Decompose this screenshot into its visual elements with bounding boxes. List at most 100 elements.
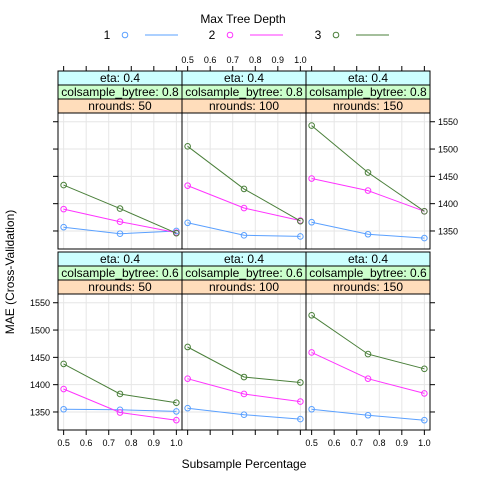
point-3-2: [364, 169, 372, 176]
strip-label: eta: 0.4: [224, 252, 264, 266]
point-1-1: [308, 405, 315, 413]
x-tick-label-bottom: 0.9: [396, 438, 409, 448]
y-tick-label-left: 1500: [30, 326, 50, 336]
point-1-3: [297, 233, 304, 240]
y-tick-label-left: 1350: [30, 407, 50, 417]
series-line-2: [63, 208, 177, 234]
x-tick-label-top: 0.6: [204, 55, 217, 65]
x-tick-label-bottom: 0.6: [80, 438, 93, 448]
x-tick-label-bottom: 1.0: [418, 438, 431, 448]
point-3-3: [297, 379, 304, 386]
legend-marker-3: [332, 31, 340, 39]
strip-label: colsample_bytree: 0.8: [185, 85, 303, 99]
series-line-2: [63, 388, 177, 421]
x-tick-label-top: 0.7: [226, 55, 239, 65]
point-3-2: [364, 350, 372, 358]
point-3-3: [173, 229, 180, 237]
strip-label: nrounds: 150: [333, 280, 403, 294]
x-tick-label-bottom: 0.6: [328, 438, 341, 448]
point-3-2: [116, 205, 124, 212]
point-2-3: [173, 416, 180, 424]
y-tick-label-left: 1550: [30, 298, 50, 308]
point-1-1: [184, 219, 191, 227]
series-line-3: [187, 346, 301, 383]
strip-label: colsample_bytree: 0.8: [309, 85, 427, 99]
series-line-2: [311, 178, 425, 212]
x-tick-label-top: 0.5: [181, 55, 194, 65]
point-3-2: [240, 373, 248, 381]
series-line-3: [63, 184, 177, 234]
point-2-2: [116, 218, 124, 225]
point-3-3: [173, 399, 180, 406]
point-2-1: [60, 205, 67, 213]
legend-title: Max Tree Depth: [200, 12, 285, 26]
strip-label: eta: 0.4: [348, 71, 388, 85]
panel-frame: [305, 293, 431, 431]
point-3-3: [421, 208, 428, 215]
strip-label: eta: 0.4: [100, 71, 140, 85]
point-2-1: [184, 182, 191, 189]
x-axis-label: Subsample Percentage: [182, 457, 307, 471]
x-tick-label-top: 0.8: [249, 55, 262, 65]
point-1-3: [421, 416, 428, 424]
point-3-1: [184, 343, 191, 351]
series-line-3: [187, 145, 301, 222]
strip-label: nrounds: 50: [88, 99, 152, 113]
series-line-3: [311, 314, 425, 370]
point-3-1: [60, 360, 67, 368]
point-1-2: [116, 230, 124, 238]
point-2-2: [240, 204, 248, 212]
point-1-2: [240, 411, 248, 419]
point-2-1: [60, 385, 67, 393]
point-1-1: [308, 218, 315, 226]
point-3-1: [308, 122, 315, 129]
series-line-1: [63, 226, 177, 235]
x-tick-label-bottom: 0.7: [102, 438, 115, 448]
series-line-2: [311, 351, 425, 394]
point-3-2: [116, 390, 124, 398]
point-3-3: [421, 365, 428, 373]
series-line-3: [311, 125, 425, 212]
x-tick-label-bottom: 0.7: [350, 438, 363, 448]
y-tick-label-left: 1450: [30, 353, 50, 363]
panel-frame: [181, 112, 307, 250]
point-1-3: [173, 408, 180, 415]
point-3-1: [184, 143, 191, 150]
panel-frame: [305, 112, 431, 250]
point-2-2: [240, 390, 248, 398]
legend-label-1: 1: [104, 28, 111, 42]
x-tick-label-bottom: 0.5: [305, 438, 318, 448]
strip-label: colsample_bytree: 0.6: [185, 266, 303, 280]
point-3-1: [308, 312, 315, 319]
x-tick-label-top: 1.0: [294, 55, 307, 65]
y-tick-label-right: 1400: [438, 199, 458, 209]
point-3-1: [60, 181, 67, 189]
point-1-1: [60, 223, 67, 231]
y-tick-label-right: 1450: [438, 172, 458, 182]
point-1-2: [364, 411, 372, 419]
point-2-2: [364, 375, 372, 382]
strip-label: eta: 0.4: [224, 71, 264, 85]
y-tick-label-left: 1400: [30, 380, 50, 390]
point-1-1: [184, 404, 191, 412]
x-tick-label-bottom: 1.0: [170, 438, 183, 448]
point-3-3: [297, 217, 304, 225]
point-2-1: [308, 349, 315, 356]
point-3-2: [240, 185, 248, 193]
point-1-3: [297, 415, 304, 423]
series-line-1: [187, 222, 301, 237]
x-tick-label-bottom: 0.8: [125, 438, 138, 448]
y-tick-label-right: 1500: [438, 145, 458, 155]
series-line-3: [63, 363, 177, 404]
x-tick-label-bottom: 0.9: [148, 438, 161, 448]
point-1-2: [364, 230, 372, 238]
strip-label: nrounds: 100: [209, 280, 279, 294]
point-2-3: [297, 398, 304, 405]
x-tick-label-bottom: 0.8: [373, 438, 386, 448]
series-line-1: [311, 221, 425, 239]
legend-marker-2: [226, 31, 234, 39]
